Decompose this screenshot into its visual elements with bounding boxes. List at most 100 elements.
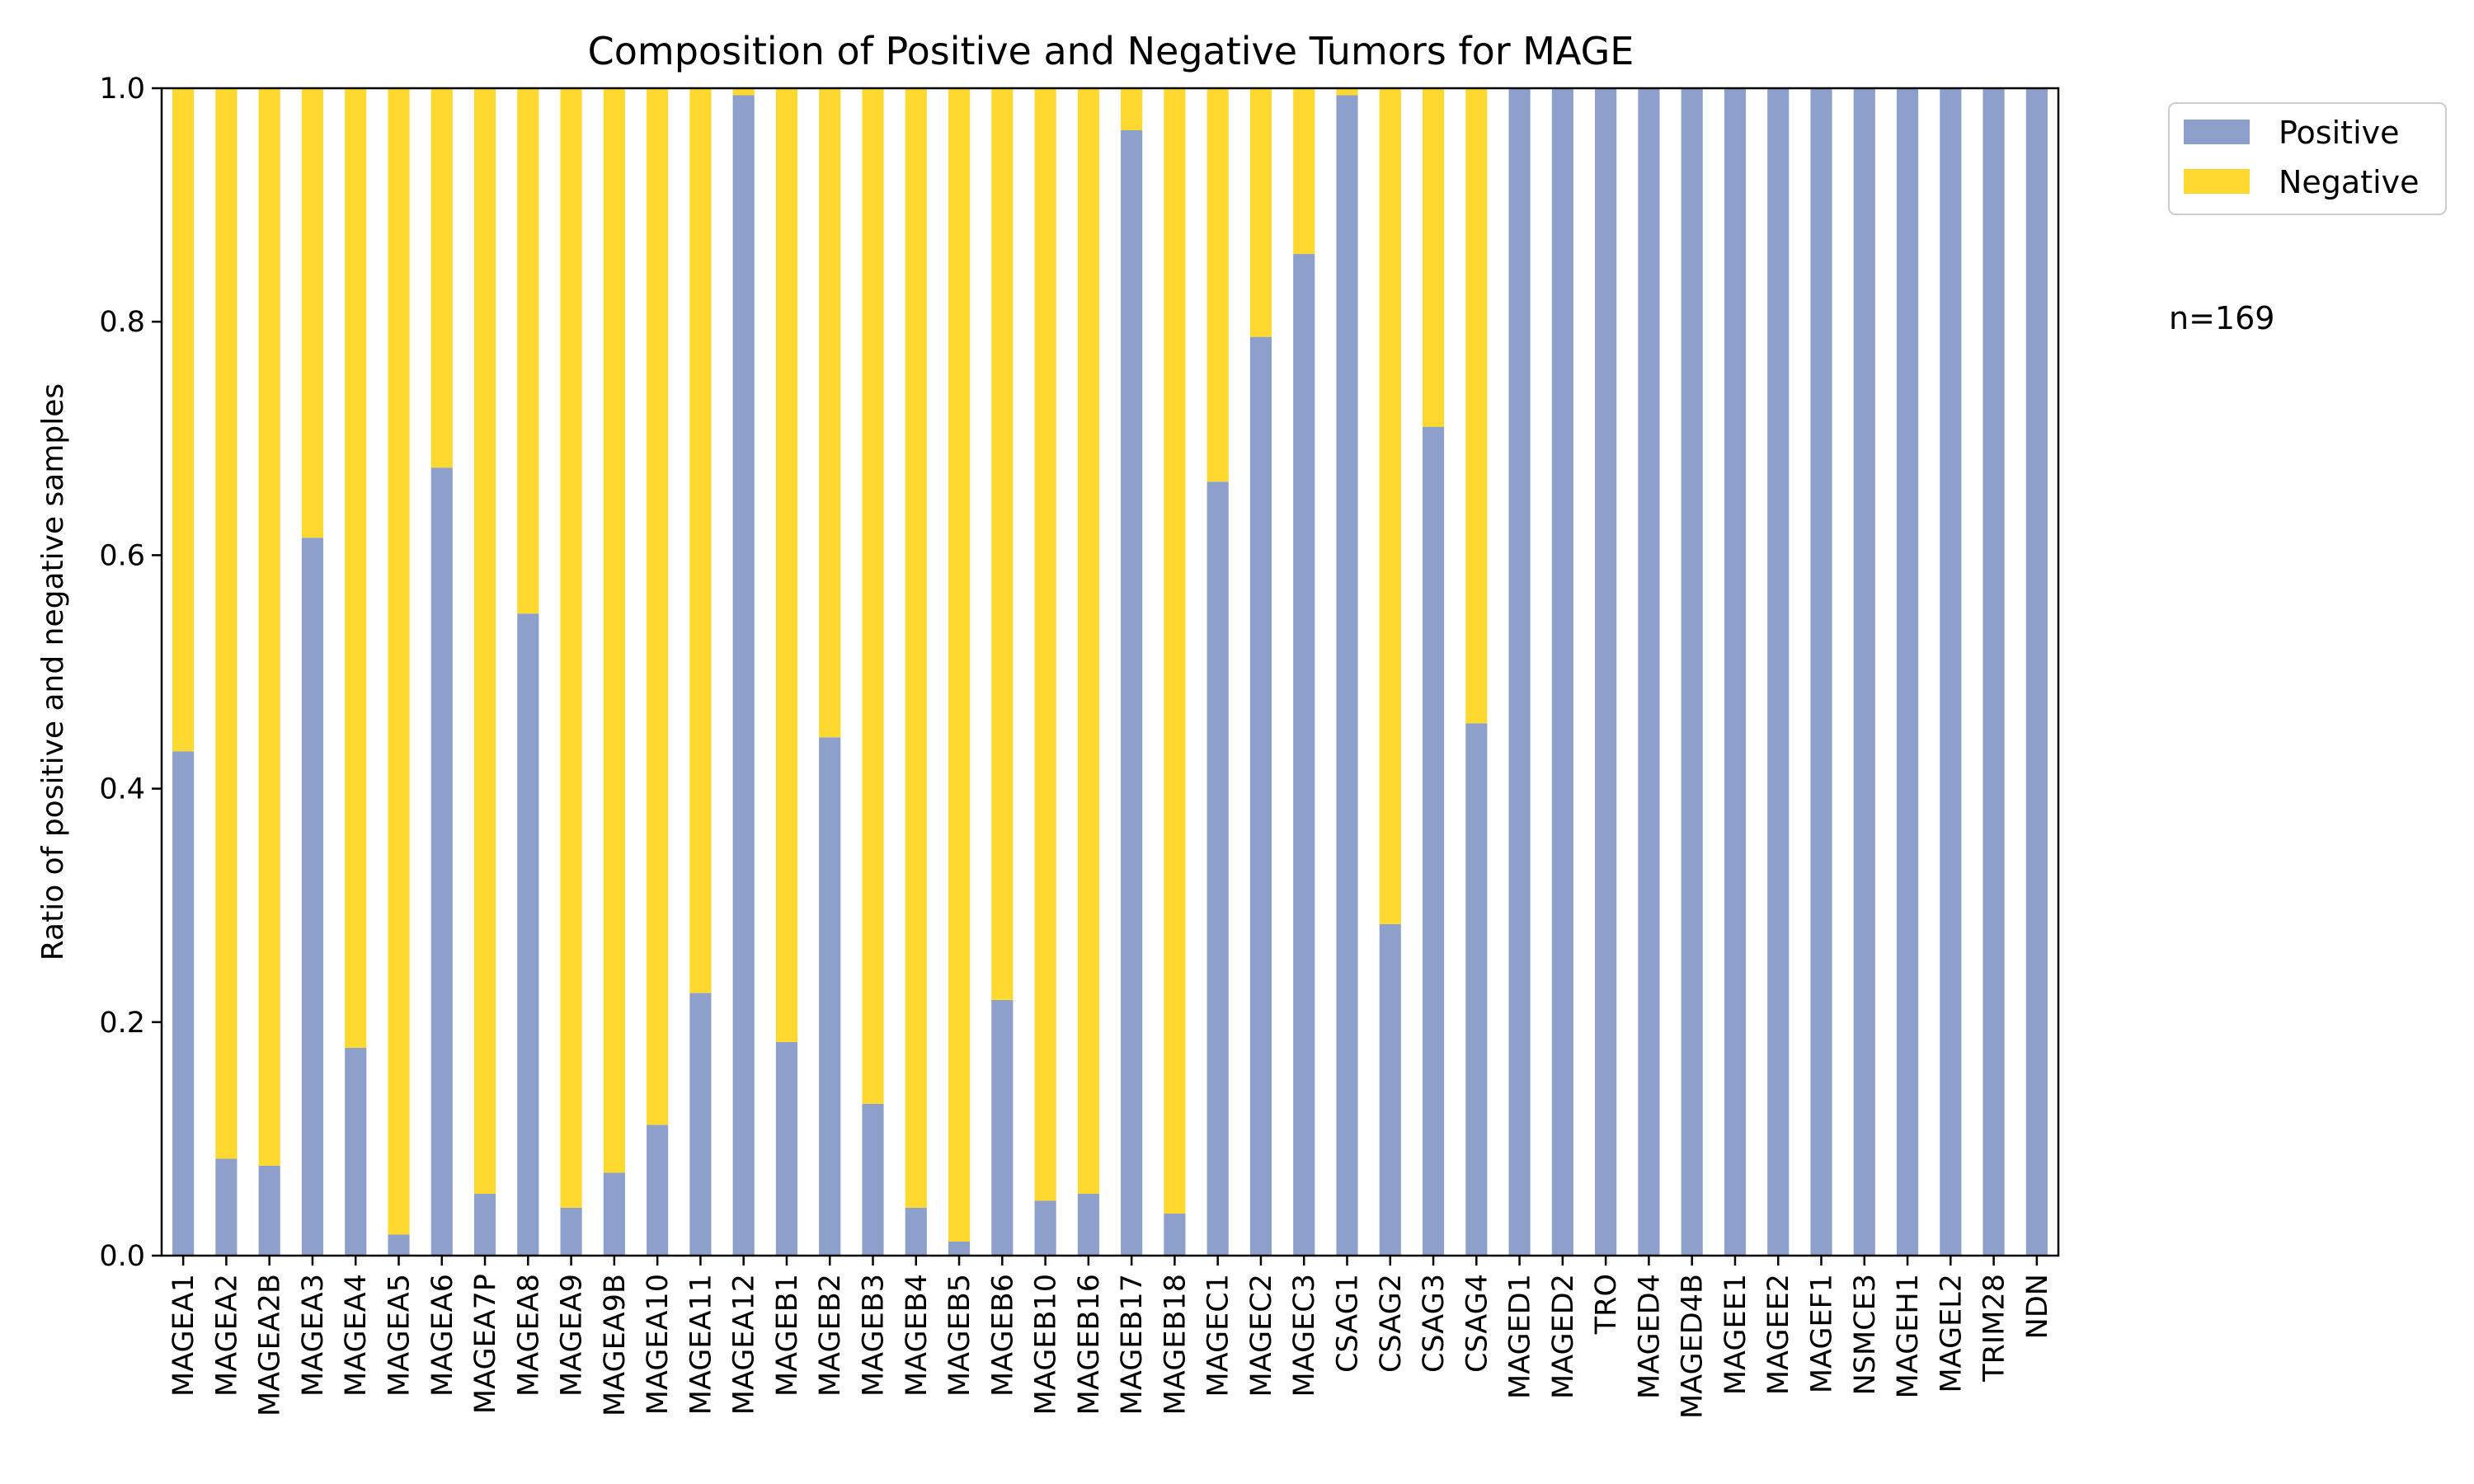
bar-positive-mageb4 (905, 1207, 927, 1256)
x-tick-label-mageb17: MAGEB17 (1116, 1274, 1149, 1415)
bar-negative-mageb5 (948, 88, 971, 1242)
bar-negative-magea5 (388, 88, 410, 1235)
x-tick-label-magea2: MAGEA2 (210, 1274, 243, 1397)
bar-positive-magea7p (473, 1193, 496, 1256)
legend-label-negative: Negative (2279, 164, 2420, 200)
bar-positive-trim28 (1982, 88, 2005, 1256)
bar-positive-magef1 (1810, 88, 1832, 1256)
bar-positive-nsmce3 (1853, 88, 1875, 1256)
y-tick-label: 1.0 (99, 73, 145, 106)
bar-positive-magea3 (301, 538, 324, 1256)
bar-positive-mageb18 (1164, 1214, 1186, 1256)
x-tick-label-magea4: MAGEA4 (340, 1274, 373, 1397)
bar-positive-mageb3 (862, 1103, 884, 1256)
bar-negative-csag2 (1379, 88, 1401, 924)
x-tick-label-magef1: MAGEF1 (1806, 1274, 1839, 1393)
bar-negative-magec2 (1249, 88, 1272, 337)
bar-negative-magea7p (473, 88, 496, 1194)
bar-negative-magec1 (1206, 88, 1229, 482)
x-tick-label-magee1: MAGEE1 (1719, 1274, 1752, 1395)
bar-negative-magea10 (647, 88, 669, 1125)
bar-negative-mageb10 (1034, 88, 1056, 1201)
x-tick-label-magea9b: MAGEA9B (599, 1274, 632, 1416)
x-tick-label-magec1: MAGEC1 (1202, 1274, 1235, 1397)
bar-negative-csag1 (1336, 88, 1358, 96)
bar-negative-mageb4 (905, 88, 927, 1208)
bar-positive-mageb6 (991, 999, 1014, 1256)
x-tick-label-csag4: CSAG4 (1460, 1274, 1493, 1373)
x-tick-label-maged4b: MAGED4B (1677, 1274, 1710, 1419)
bar-positive-magea10 (647, 1125, 669, 1256)
bar-positive-magea9b (603, 1172, 625, 1256)
bar-positive-magea1 (172, 751, 195, 1256)
bar-negative-magea12 (732, 88, 755, 96)
x-tick-label-maged2: MAGED2 (1547, 1274, 1580, 1399)
x-tick-label-magea12: MAGEA12 (728, 1274, 761, 1415)
x-tick-label-mageb18: MAGEB18 (1159, 1274, 1192, 1415)
bar-positive-mageb2 (819, 737, 841, 1256)
x-tick-label-magee2: MAGEE2 (1762, 1274, 1795, 1395)
bar-positive-magea6 (430, 467, 453, 1256)
x-tick-label-magec2: MAGEC2 (1245, 1274, 1278, 1397)
x-tick-label-nsmce3: NSMCE3 (1849, 1274, 1882, 1395)
x-tick-label-mageb2: MAGEB2 (814, 1274, 847, 1397)
x-tick-label-tro: TRO (1590, 1274, 1623, 1335)
bar-positive-tro (1595, 88, 1617, 1256)
bar-negative-magea2b (258, 88, 280, 1166)
bar-positive-magec3 (1293, 254, 1315, 1256)
bar-negative-mageb16 (1077, 88, 1099, 1194)
y-axis-label: Ratio of positive and negative samples (36, 383, 70, 960)
bar-positive-maged2 (1551, 88, 1573, 1256)
bar-negative-magea8 (517, 88, 539, 614)
y-tick-label: 0.0 (99, 1240, 145, 1273)
bar-positive-ndn (2025, 88, 2048, 1256)
bar-negative-mageb17 (1121, 88, 1143, 130)
x-tick-label-magea1: MAGEA1 (167, 1274, 200, 1397)
x-tick-label-mageb1: MAGEB1 (771, 1274, 804, 1397)
x-tick-label-mageb10: MAGEB10 (1030, 1274, 1063, 1415)
bar-positive-magea5 (388, 1234, 410, 1256)
x-tick-label-mageb16: MAGEB16 (1073, 1274, 1106, 1415)
bar-negative-mageb2 (819, 88, 841, 738)
x-tick-label-mageb5: MAGEB5 (943, 1274, 976, 1397)
bar-positive-mageb16 (1077, 1193, 1099, 1256)
bar-negative-csag4 (1465, 88, 1488, 724)
bar-positive-mageh1 (1896, 88, 1919, 1256)
bar-negative-magea9 (560, 88, 582, 1208)
bar-positive-magea9 (560, 1207, 582, 1256)
bar-positive-csag1 (1336, 95, 1358, 1256)
y-tick-label: 0.2 (99, 1007, 145, 1040)
bar-positive-magel2 (1940, 88, 1962, 1256)
x-tick-label-magea3: MAGEA3 (297, 1274, 330, 1397)
legend-swatch-negative (2184, 169, 2250, 194)
bar-positive-mageb17 (1121, 129, 1143, 1256)
x-tick-label-magea5: MAGEA5 (383, 1274, 416, 1397)
x-tick-label-trim28: TRIM28 (1978, 1274, 2011, 1383)
bar-positive-maged4 (1638, 88, 1660, 1256)
bar-positive-csag4 (1465, 723, 1488, 1256)
y-tick-label: 0.4 (99, 773, 145, 806)
x-tick-label-maged1: MAGED1 (1504, 1274, 1537, 1399)
legend-label-positive: Positive (2279, 115, 2400, 151)
x-tick-label-magea6: MAGEA6 (426, 1274, 459, 1397)
x-tick-label-maged4: MAGED4 (1633, 1274, 1666, 1399)
bar-positive-mageb1 (775, 1041, 798, 1256)
x-tick-label-magea9: MAGEA9 (556, 1274, 589, 1397)
x-tick-label-mageb3: MAGEB3 (858, 1274, 891, 1397)
y-tick-label: 0.6 (99, 539, 145, 572)
bar-positive-magea2 (215, 1158, 238, 1256)
bar-positive-magec2 (1249, 336, 1272, 1256)
bar-negative-mageb18 (1164, 88, 1186, 1214)
bar-positive-magea11 (689, 993, 712, 1256)
bar-negative-mageb3 (862, 88, 884, 1104)
bar-negative-magea11 (689, 88, 712, 993)
x-tick-label-magea11: MAGEA11 (684, 1274, 717, 1415)
plot-frame (160, 87, 2060, 1257)
sample-count-annotation: n=169 (2169, 300, 2274, 336)
bar-positive-magea2b (258, 1165, 280, 1256)
bar-positive-magea8 (517, 613, 539, 1256)
bar-positive-mageb10 (1034, 1200, 1056, 1256)
bar-positive-magea12 (732, 95, 755, 1256)
